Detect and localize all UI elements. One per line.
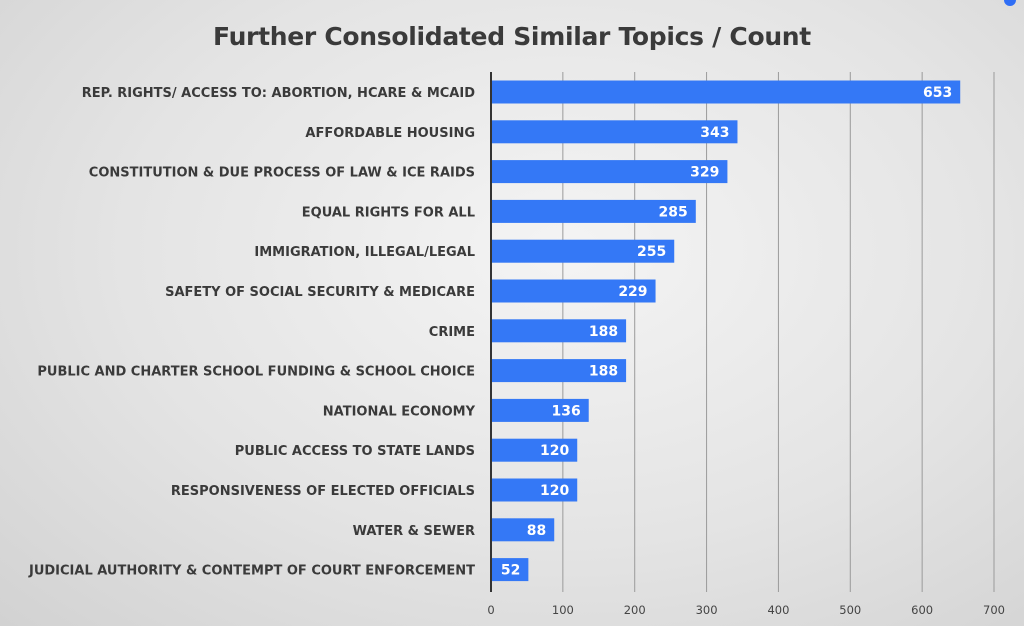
category-label: WATER & SEWER <box>353 524 475 539</box>
x-axis-ticks: 0 100 200 300 400 500 600 700 <box>487 603 1005 617</box>
bar <box>491 438 578 462</box>
category-label: CRIME <box>429 325 475 340</box>
bar <box>491 239 675 263</box>
bar <box>491 518 555 542</box>
bar <box>491 279 656 303</box>
bar-value-label: 188 <box>589 364 618 380</box>
x-tick-label: 100 <box>552 603 574 617</box>
chart-title: Further Consolidated Similar Topics / Co… <box>213 22 811 51</box>
bar-value-label: 255 <box>637 244 666 260</box>
bar <box>491 558 529 582</box>
bar-value-label: 136 <box>551 403 580 419</box>
x-tick-label: 0 <box>487 603 494 617</box>
category-label: IMMIGRATION, ILLEGAL/LEGAL <box>254 245 475 260</box>
x-tick-label: 700 <box>983 603 1005 617</box>
bar-value-label: 229 <box>618 284 647 300</box>
bar-value-label: 120 <box>540 443 569 459</box>
bar-value-label: 343 <box>700 125 729 141</box>
category-label: RESPONSIVENESS OF ELECTED OFFICIALS <box>171 484 475 499</box>
bar-value-label: 52 <box>501 563 520 579</box>
category-label: PUBLIC AND CHARTER SCHOOL FUNDING & SCHO… <box>37 365 475 380</box>
category-label: JUDICIAL AUTHORITY & CONTEMPT OF COURT E… <box>28 564 475 579</box>
category-label: CONSTITUTION & DUE PROCESS OF LAW & ICE … <box>89 166 475 181</box>
bar-value-label: 285 <box>659 204 688 220</box>
bar <box>491 359 627 383</box>
gridlines <box>562 72 995 592</box>
x-tick-label: 400 <box>767 603 789 617</box>
x-tick-label: 600 <box>911 603 933 617</box>
category-label: AFFORDABLE HOUSING <box>305 126 475 141</box>
x-tick-label: 200 <box>624 603 646 617</box>
bar-value-label: 120 <box>540 483 569 499</box>
bar-value-label: 329 <box>690 165 719 181</box>
bar-value-label: 188 <box>589 324 618 340</box>
bar <box>491 160 728 184</box>
category-label: NATIONAL ECONOMY <box>323 404 476 419</box>
bar <box>491 80 961 104</box>
category-label: PUBLIC ACCESS TO STATE LANDS <box>235 444 475 459</box>
x-tick-label: 300 <box>696 603 718 617</box>
corner-dot <box>1004 0 1016 6</box>
bar <box>491 319 627 343</box>
category-label: REP. RIGHTS/ ACCESS TO: ABORTION, HCARE … <box>82 86 475 101</box>
bar <box>491 199 696 223</box>
bar-value-label: 653 <box>923 85 952 101</box>
bar <box>491 120 738 144</box>
category-label: SAFETY OF SOCIAL SECURITY & MEDICARE <box>165 285 475 300</box>
category-labels: REP. RIGHTS/ ACCESS TO: ABORTION, HCARE … <box>28 86 476 579</box>
bar <box>491 478 578 502</box>
x-tick-label: 500 <box>839 603 861 617</box>
bar-value-label: 88 <box>527 523 546 539</box>
category-label: EQUAL RIGHTS FOR ALL <box>302 205 475 220</box>
bars: 653 343 329 285 255 229 188 188 136 120 120 88 52 <box>491 80 961 582</box>
bar <box>491 398 589 422</box>
